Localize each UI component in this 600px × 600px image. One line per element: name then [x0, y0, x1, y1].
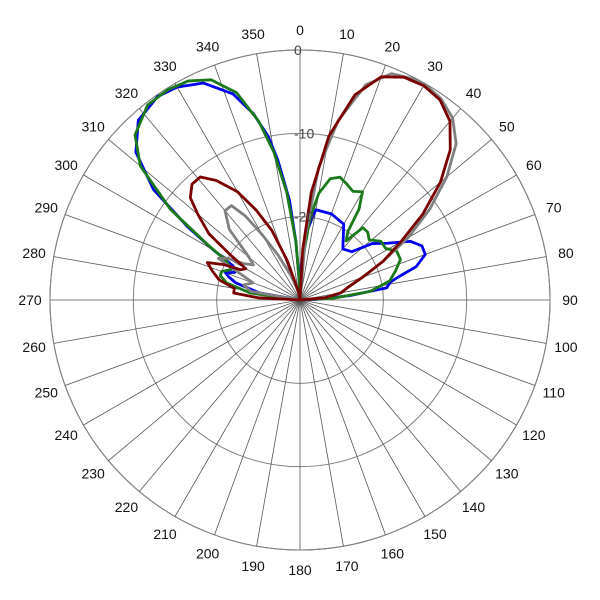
angle-tick-label: 80: [558, 245, 574, 261]
radial-tick-label: -20: [294, 209, 314, 225]
angle-spoke: [256, 53, 301, 301]
angle-tick-label: 200: [196, 546, 220, 562]
angle-spoke: [299, 214, 536, 301]
angle-spoke: [83, 299, 301, 426]
angle-spoke: [174, 299, 301, 517]
angle-spoke: [299, 108, 462, 301]
angle-tick-label: 70: [546, 200, 562, 216]
angle-tick-label: 260: [22, 339, 46, 355]
angle-tick-label: 20: [385, 38, 401, 54]
angle-tick-label: 290: [35, 200, 59, 216]
angle-tick-label: 310: [81, 118, 105, 134]
angle-spoke: [108, 299, 301, 462]
angle-spoke: [138, 108, 301, 301]
series-line: [188, 75, 452, 302]
angle-tick-label: 270: [18, 292, 42, 308]
angle-spoke: [214, 299, 301, 536]
angle-spoke: [299, 299, 547, 344]
angle-tick-label: 340: [196, 38, 220, 54]
angle-tick-label: 140: [462, 499, 486, 515]
angle-spoke: [299, 299, 462, 492]
angle-tick-label: 300: [54, 157, 78, 173]
angle-tick-label: 30: [427, 58, 443, 74]
angle-tick-label: 170: [335, 558, 359, 574]
angle-tick-label: 50: [499, 118, 515, 134]
angle-spoke: [138, 299, 301, 492]
angle-spoke: [299, 299, 386, 536]
angle-tick-label: 110: [543, 384, 566, 400]
angle-tick-label: 350: [241, 26, 265, 42]
angle-tick-label: 160: [381, 546, 405, 562]
angle-spoke: [299, 64, 386, 301]
angle-tick-label: 40: [466, 85, 482, 101]
angle-spoke: [256, 299, 301, 547]
axis-labels: 0 -10 -20 0 10 20 30 40 50 60 70 80 90 100 110 120 130 14…: [18, 22, 578, 578]
angle-spoke: [64, 299, 301, 386]
angle-tick-label: 330: [153, 58, 177, 74]
angle-tick-label: 90: [562, 292, 578, 308]
angle-tick-label: 150: [423, 526, 447, 542]
radial-tick-label: -10: [294, 125, 314, 141]
angle-spoke: [299, 299, 344, 547]
angle-tick-label: 210: [153, 526, 177, 542]
angle-tick-label: 320: [115, 85, 139, 101]
series-traces: [133, 72, 458, 302]
angle-tick-label: 10: [339, 26, 355, 42]
angle-tick-label: 240: [54, 427, 78, 443]
angle-tick-label: 100: [554, 339, 578, 355]
radial-tick-label: 0: [294, 42, 302, 58]
angle-tick-label: 230: [81, 466, 105, 482]
angle-tick-label: 130: [495, 466, 519, 482]
angle-spoke: [64, 214, 301, 301]
angle-spoke: [299, 53, 344, 301]
angle-tick-label: 180: [288, 562, 312, 578]
angle-tick-label: 220: [115, 499, 139, 515]
angle-spoke: [83, 174, 301, 301]
angle-tick-label: 0: [296, 22, 304, 38]
angle-spoke: [299, 138, 492, 301]
angle-tick-label: 250: [35, 384, 59, 400]
angle-spoke: [299, 299, 426, 517]
angle-spoke: [299, 299, 492, 462]
angle-spoke: [299, 299, 536, 386]
angle-spoke: [299, 299, 517, 426]
angle-tick-label: 280: [22, 245, 46, 261]
angle-tick-label: 190: [241, 558, 265, 574]
angle-spoke: [53, 299, 301, 344]
angle-tick-label: 120: [522, 427, 546, 443]
angle-spoke: [214, 64, 301, 301]
angle-tick-label: 60: [526, 157, 542, 173]
